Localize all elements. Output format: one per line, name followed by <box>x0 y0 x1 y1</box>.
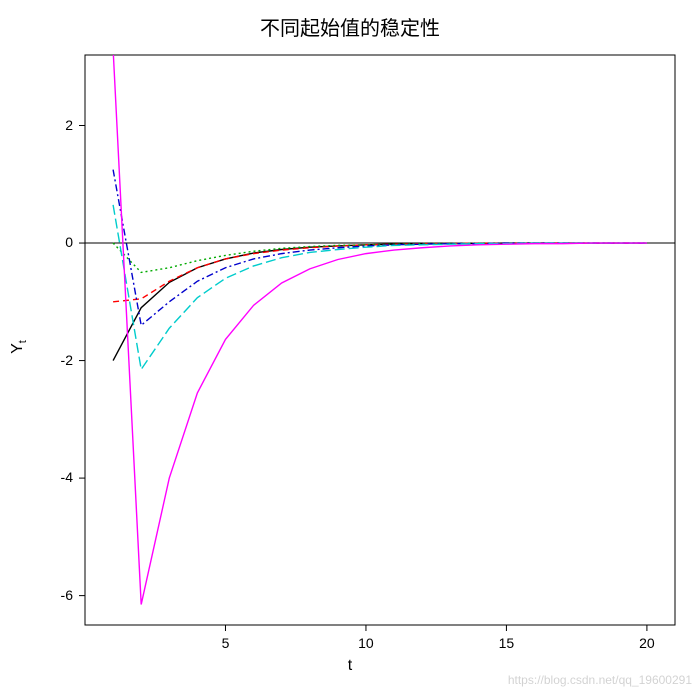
x-tick-label: 20 <box>632 635 662 651</box>
y-tick-label: -4 <box>61 469 73 485</box>
series-magenta <box>113 49 647 604</box>
x-tick-label: 10 <box>351 635 381 651</box>
y-tick-label: -2 <box>61 352 73 368</box>
y-tick-label: 2 <box>65 117 73 133</box>
y-tick-label: 0 <box>65 234 73 250</box>
line-chart: 不同起始值的稳定性 Yt t 5101520-6-4-202 https://b… <box>0 0 700 693</box>
series-green <box>113 243 647 272</box>
x-tick-label: 15 <box>491 635 521 651</box>
y-tick-label: -6 <box>61 587 73 603</box>
series-cyan <box>113 205 647 370</box>
watermark: https://blog.csdn.net/qq_19600291 <box>508 673 692 687</box>
plot-area <box>0 0 700 693</box>
x-tick-label: 5 <box>210 635 240 651</box>
